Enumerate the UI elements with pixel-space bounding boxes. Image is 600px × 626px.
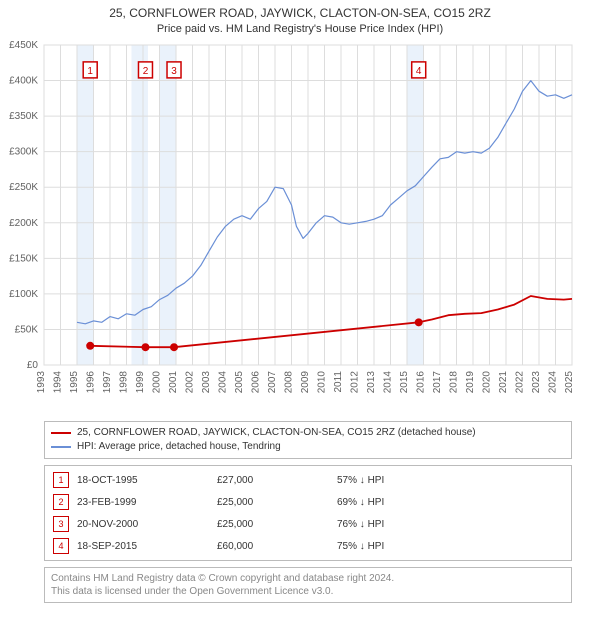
svg-text:£100K: £100K: [9, 289, 38, 300]
legend-row: 25, CORNFLOWER ROAD, JAYWICK, CLACTON-ON…: [51, 426, 565, 440]
sale-pct: 76% ↓ HPI: [337, 519, 457, 530]
svg-text:2002: 2002: [185, 371, 196, 394]
sale-marker-badge: 4: [53, 538, 69, 554]
svg-text:2020: 2020: [482, 371, 493, 394]
svg-text:2009: 2009: [300, 371, 311, 394]
svg-text:£400K: £400K: [9, 76, 38, 87]
license-line: Contains HM Land Registry data © Crown c…: [51, 572, 565, 585]
legend-row: HPI: Average price, detached house, Tend…: [51, 440, 565, 454]
sale-date: 23-FEB-1999: [77, 497, 217, 508]
svg-text:3: 3: [171, 66, 177, 77]
page-title: 25, CORNFLOWER ROAD, JAYWICK, CLACTON-ON…: [0, 6, 600, 20]
svg-text:2017: 2017: [432, 371, 443, 394]
svg-text:£300K: £300K: [9, 147, 38, 158]
svg-text:2023: 2023: [531, 371, 542, 394]
svg-text:2005: 2005: [234, 371, 245, 394]
svg-text:2018: 2018: [449, 371, 460, 394]
svg-text:1995: 1995: [69, 371, 80, 394]
svg-text:2010: 2010: [317, 371, 328, 394]
price-chart: £0 £50K £100K £150K £200K £250K £300K £350K £400…: [0, 35, 600, 415]
sale-price: £25,000: [217, 497, 337, 508]
svg-text:£50K: £50K: [15, 324, 39, 335]
svg-text:2022: 2022: [515, 371, 526, 394]
sale-date: 18-SEP-2015: [77, 541, 217, 552]
sale-date: 18-OCT-1995: [77, 475, 217, 486]
legend-box: 25, CORNFLOWER ROAD, JAYWICK, CLACTON-ON…: [44, 421, 572, 459]
svg-text:1998: 1998: [119, 371, 130, 394]
svg-text:2008: 2008: [284, 371, 295, 394]
svg-text:2016: 2016: [416, 371, 427, 394]
sale-marker-badge: 1: [53, 472, 69, 488]
license-box: Contains HM Land Registry data © Crown c…: [44, 567, 572, 603]
license-line: This data is licensed under the Open Gov…: [51, 585, 565, 598]
svg-text:2007: 2007: [267, 371, 278, 394]
svg-text:2011: 2011: [333, 371, 344, 393]
sale-date: 20-NOV-2000: [77, 519, 217, 530]
sale-price: £25,000: [217, 519, 337, 530]
legend-swatch: [51, 432, 71, 434]
svg-text:£200K: £200K: [9, 218, 38, 229]
svg-text:4: 4: [416, 66, 422, 77]
legend-swatch: [51, 446, 71, 448]
svg-text:2: 2: [143, 66, 149, 77]
svg-text:2003: 2003: [201, 371, 212, 394]
svg-text:2006: 2006: [251, 371, 262, 394]
svg-text:2015: 2015: [399, 371, 410, 394]
svg-text:2013: 2013: [366, 371, 377, 394]
svg-text:2000: 2000: [152, 371, 163, 394]
svg-text:1999: 1999: [135, 371, 146, 394]
sales-table: 1 18-OCT-1995£27,00057% ↓ HPI 2 23-FEB-1999…: [44, 465, 572, 561]
sale-pct: 69% ↓ HPI: [337, 497, 457, 508]
svg-text:1997: 1997: [102, 371, 113, 394]
sale-marker-badge: 2: [53, 494, 69, 510]
svg-text:£350K: £350K: [9, 111, 38, 122]
svg-text:2004: 2004: [218, 371, 229, 394]
svg-text:2012: 2012: [350, 371, 361, 394]
sale-pct: 75% ↓ HPI: [337, 541, 457, 552]
svg-text:£450K: £450K: [9, 40, 38, 51]
svg-text:1996: 1996: [86, 371, 97, 394]
svg-text:1: 1: [87, 66, 93, 77]
legend-label: 25, CORNFLOWER ROAD, JAYWICK, CLACTON-ON…: [77, 426, 476, 440]
page-subtitle: Price paid vs. HM Land Registry's House …: [0, 23, 600, 35]
svg-text:2019: 2019: [465, 371, 476, 394]
svg-text:2021: 2021: [498, 371, 509, 394]
sale-marker-badge: 3: [53, 516, 69, 532]
svg-text:1994: 1994: [53, 371, 64, 394]
svg-text:1993: 1993: [36, 371, 47, 394]
legend-label: HPI: Average price, detached house, Tend…: [77, 440, 281, 454]
svg-text:2025: 2025: [564, 371, 575, 394]
sale-price: £27,000: [217, 475, 337, 486]
svg-text:£0: £0: [27, 360, 39, 371]
svg-text:2024: 2024: [548, 371, 559, 394]
svg-text:2014: 2014: [383, 371, 394, 394]
svg-text:2001: 2001: [168, 371, 179, 394]
sale-pct: 57% ↓ HPI: [337, 475, 457, 486]
svg-text:£250K: £250K: [9, 182, 38, 193]
sale-price: £60,000: [217, 541, 337, 552]
svg-text:£150K: £150K: [9, 253, 38, 264]
